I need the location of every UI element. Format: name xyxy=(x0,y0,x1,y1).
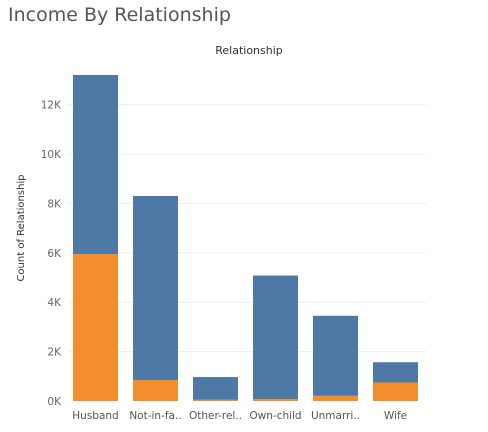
y-axis-title: Count of Relationship xyxy=(16,174,27,281)
y-tick-label: 12K xyxy=(41,100,62,112)
y-tick-label: 0K xyxy=(47,396,62,408)
bar-segment xyxy=(133,195,178,381)
x-tick-label: Not-in-fa.. xyxy=(129,410,181,422)
chart-header: Relationship xyxy=(215,44,283,57)
bar-segment xyxy=(193,399,238,401)
bar-segment xyxy=(313,395,358,401)
chart-title: Income By Relationship xyxy=(8,4,231,26)
x-tick-label: Unmarri.. xyxy=(311,410,360,422)
bar-segment xyxy=(73,74,118,255)
bar-segment xyxy=(373,362,418,383)
x-tick-label: Own-child xyxy=(249,410,301,422)
bar-segment xyxy=(253,275,298,400)
bar-segment xyxy=(373,382,418,401)
bar-segment xyxy=(193,377,238,400)
bar-segment xyxy=(133,380,178,401)
bar-segment xyxy=(73,254,118,401)
x-tick-label: Other-rel.. xyxy=(189,410,242,422)
x-tick-label: Husband xyxy=(72,410,118,422)
y-tick-label: 10K xyxy=(41,149,62,161)
y-tick-label: 8K xyxy=(47,198,62,210)
y-tick-label: 6K xyxy=(47,248,62,260)
y-tick-label: 4K xyxy=(47,297,62,309)
y-tick-label: 2K xyxy=(47,347,62,359)
bar-segment xyxy=(253,399,298,401)
x-tick-label: Wife xyxy=(384,410,407,422)
bar-segment xyxy=(313,315,358,396)
